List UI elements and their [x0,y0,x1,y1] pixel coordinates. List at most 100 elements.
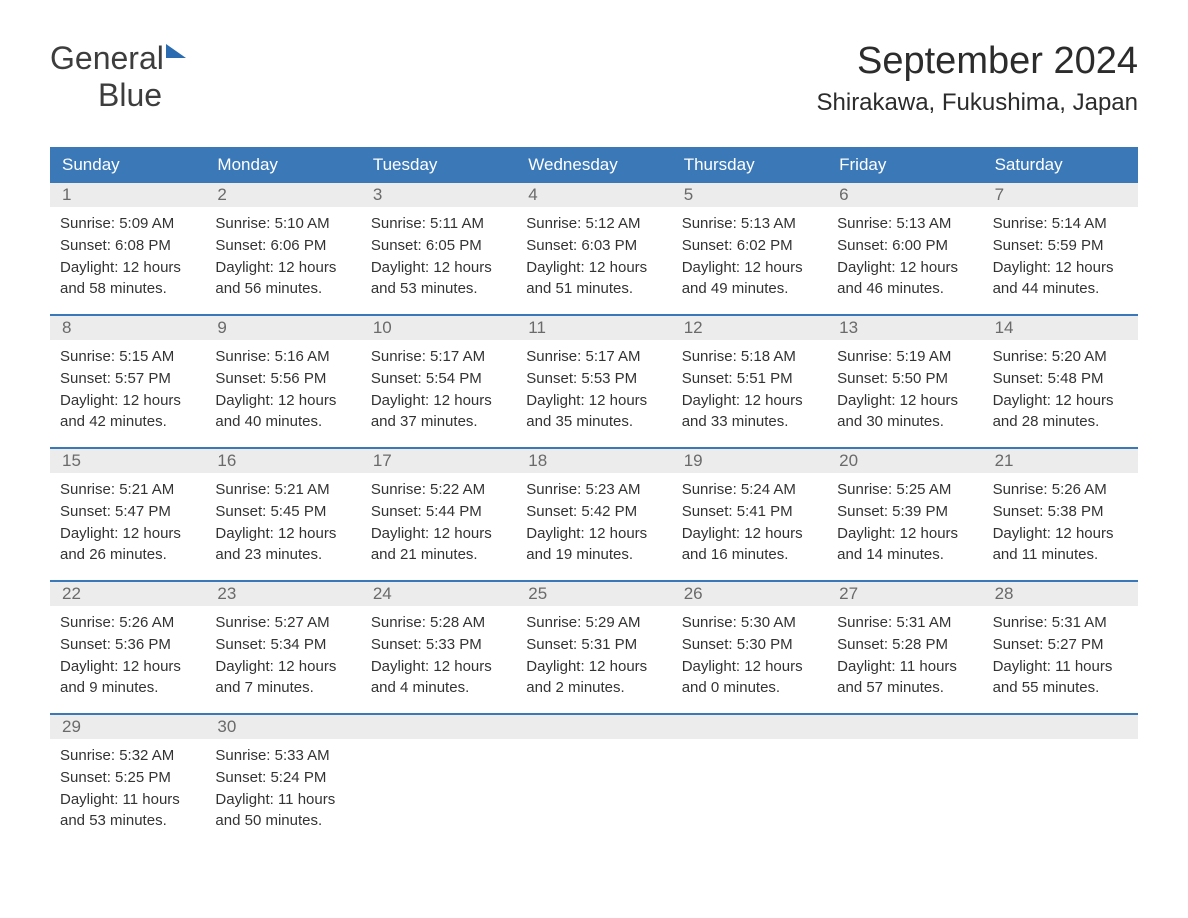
day-cell: Sunrise: 5:15 AMSunset: 5:57 PMDaylight:… [50,340,205,439]
week-block: 22232425262728Sunrise: 5:26 AMSunset: 5:… [50,580,1138,705]
sunrise: Sunrise: 5:20 AM [993,346,1128,368]
day-cell: Sunrise: 5:26 AMSunset: 5:36 PMDaylight:… [50,606,205,705]
sunrise: Sunrise: 5:11 AM [371,213,506,235]
sunrise: Sunrise: 5:14 AM [993,213,1128,235]
sunrise: Sunrise: 5:21 AM [215,479,350,501]
sunset: Sunset: 5:33 PM [371,634,506,656]
title-block: September 2024 Shirakawa, Fukushima, Jap… [817,40,1139,117]
daylight: Daylight: 12 hours and 19 minutes. [526,523,661,567]
sunset: Sunset: 5:41 PM [682,501,817,523]
day-name-tue: Tuesday [361,147,516,183]
day-cell [516,739,671,838]
day-cell: Sunrise: 5:19 AMSunset: 5:50 PMDaylight:… [827,340,982,439]
sunrise: Sunrise: 5:13 AM [682,213,817,235]
day-cell: Sunrise: 5:21 AMSunset: 5:45 PMDaylight:… [205,473,360,572]
day-cell: Sunrise: 5:21 AMSunset: 5:47 PMDaylight:… [50,473,205,572]
daylight: Daylight: 12 hours and 26 minutes. [60,523,195,567]
day-cell: Sunrise: 5:12 AMSunset: 6:03 PMDaylight:… [516,207,671,306]
day-cell: Sunrise: 5:11 AMSunset: 6:05 PMDaylight:… [361,207,516,306]
location: Shirakawa, Fukushima, Japan [817,89,1139,117]
day-number: 18 [516,449,671,473]
day-cell [983,739,1138,838]
day-number: 12 [672,316,827,340]
day-cell: Sunrise: 5:17 AMSunset: 5:54 PMDaylight:… [361,340,516,439]
day-number: 9 [205,316,360,340]
day-number: 11 [516,316,671,340]
day-cell: Sunrise: 5:28 AMSunset: 5:33 PMDaylight:… [361,606,516,705]
day-cell: Sunrise: 5:31 AMSunset: 5:27 PMDaylight:… [983,606,1138,705]
day-name-thu: Thursday [672,147,827,183]
daylight: Daylight: 12 hours and 46 minutes. [837,257,972,301]
day-number: 14 [983,316,1138,340]
sunrise: Sunrise: 5:31 AM [837,612,972,634]
day-number: 1 [50,183,205,207]
day-cell: Sunrise: 5:23 AMSunset: 5:42 PMDaylight:… [516,473,671,572]
sunrise: Sunrise: 5:17 AM [526,346,661,368]
week-block: 891011121314Sunrise: 5:15 AMSunset: 5:57… [50,314,1138,439]
day-cell: Sunrise: 5:20 AMSunset: 5:48 PMDaylight:… [983,340,1138,439]
daylight: Daylight: 12 hours and 0 minutes. [682,656,817,700]
sunset: Sunset: 6:05 PM [371,235,506,257]
day-number: 15 [50,449,205,473]
day-number: 30 [205,715,360,739]
sunset: Sunset: 5:27 PM [993,634,1128,656]
day-num-row: 22232425262728 [50,582,1138,606]
sunset: Sunset: 5:31 PM [526,634,661,656]
sunrise: Sunrise: 5:12 AM [526,213,661,235]
daylight: Daylight: 12 hours and 14 minutes. [837,523,972,567]
day-cell: Sunrise: 5:09 AMSunset: 6:08 PMDaylight:… [50,207,205,306]
day-cell: Sunrise: 5:27 AMSunset: 5:34 PMDaylight:… [205,606,360,705]
sunrise: Sunrise: 5:16 AM [215,346,350,368]
daylight: Daylight: 11 hours and 55 minutes. [993,656,1128,700]
daylight: Daylight: 12 hours and 42 minutes. [60,390,195,434]
daylight: Daylight: 12 hours and 56 minutes. [215,257,350,301]
day-number: 28 [983,582,1138,606]
day-cell: Sunrise: 5:14 AMSunset: 5:59 PMDaylight:… [983,207,1138,306]
day-number: 29 [50,715,205,739]
sunset: Sunset: 5:48 PM [993,368,1128,390]
day-name-mon: Monday [205,147,360,183]
logo-text-gray: General [50,40,164,76]
daylight: Daylight: 12 hours and 9 minutes. [60,656,195,700]
daylight: Daylight: 12 hours and 23 minutes. [215,523,350,567]
sunrise: Sunrise: 5:23 AM [526,479,661,501]
day-cell: Sunrise: 5:30 AMSunset: 5:30 PMDaylight:… [672,606,827,705]
day-cell [361,739,516,838]
daylight: Daylight: 12 hours and 37 minutes. [371,390,506,434]
day-number: 6 [827,183,982,207]
daylight: Daylight: 11 hours and 57 minutes. [837,656,972,700]
sunset: Sunset: 5:34 PM [215,634,350,656]
sunrise: Sunrise: 5:28 AM [371,612,506,634]
daylight: Daylight: 12 hours and 28 minutes. [993,390,1128,434]
logo: General Blue [50,40,186,114]
day-name-sat: Saturday [983,147,1138,183]
sunset: Sunset: 5:39 PM [837,501,972,523]
daylight: Daylight: 12 hours and 49 minutes. [682,257,817,301]
day-number: 13 [827,316,982,340]
day-number: 22 [50,582,205,606]
sunrise: Sunrise: 5:19 AM [837,346,972,368]
sunrise: Sunrise: 5:27 AM [215,612,350,634]
logo-text-blue: Blue [98,77,162,113]
day-number: 24 [361,582,516,606]
logo-icon [166,44,186,58]
day-cell [672,739,827,838]
day-body-row: Sunrise: 5:15 AMSunset: 5:57 PMDaylight:… [50,340,1138,439]
sunrise: Sunrise: 5:33 AM [215,745,350,767]
sunrise: Sunrise: 5:21 AM [60,479,195,501]
sunset: Sunset: 5:54 PM [371,368,506,390]
sunset: Sunset: 5:42 PM [526,501,661,523]
daylight: Daylight: 12 hours and 2 minutes. [526,656,661,700]
sunset: Sunset: 6:08 PM [60,235,195,257]
sunset: Sunset: 5:28 PM [837,634,972,656]
day-cell: Sunrise: 5:32 AMSunset: 5:25 PMDaylight:… [50,739,205,838]
daylight: Daylight: 12 hours and 58 minutes. [60,257,195,301]
sunrise: Sunrise: 5:10 AM [215,213,350,235]
day-cell: Sunrise: 5:31 AMSunset: 5:28 PMDaylight:… [827,606,982,705]
day-number: 7 [983,183,1138,207]
sunset: Sunset: 6:00 PM [837,235,972,257]
sunset: Sunset: 5:56 PM [215,368,350,390]
week-block: 2930Sunrise: 5:32 AMSunset: 5:25 PMDayli… [50,713,1138,838]
day-cell: Sunrise: 5:24 AMSunset: 5:41 PMDaylight:… [672,473,827,572]
day-cell: Sunrise: 5:29 AMSunset: 5:31 PMDaylight:… [516,606,671,705]
